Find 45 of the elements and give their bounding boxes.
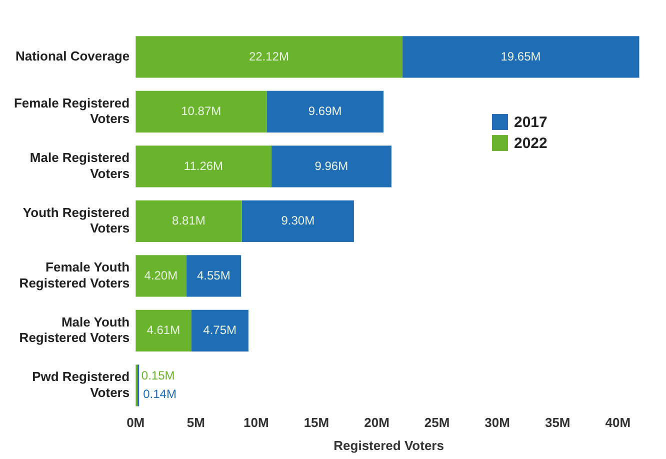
- bar: [136, 255, 186, 297]
- data-label: 4.20M: [144, 268, 178, 282]
- bar: [136, 310, 192, 352]
- x-tick-label: 40M: [605, 415, 631, 430]
- data-label: 0.15M: [141, 368, 175, 383]
- bar: [136, 36, 402, 78]
- bar: [266, 90, 384, 133]
- data-label: 4.55M: [196, 268, 230, 282]
- data-label: 19.65M: [500, 49, 541, 64]
- y-tick-label: Male Registered Voters: [30, 150, 130, 181]
- y-tick-label: Male Youth Registered Voters: [19, 314, 130, 346]
- y-tick-label: Pwd Registered Voters: [32, 369, 130, 400]
- x-axis-title: Registered Voters: [334, 438, 444, 453]
- x-tick-label: 30M: [484, 415, 510, 430]
- bar: [186, 255, 242, 297]
- data-label: 9.30M: [281, 214, 315, 228]
- y-tick-label: National Coverage: [15, 48, 130, 64]
- legend-label: 2022: [514, 134, 548, 152]
- bar: [191, 310, 248, 352]
- y-tick-label: Youth Registered Voters: [22, 204, 130, 236]
- x-tick-label: 5M: [186, 415, 205, 430]
- bar: [402, 36, 640, 78]
- data-label: 0.14M: [143, 386, 176, 401]
- x-tick-label: 25M: [424, 415, 450, 430]
- data-label: 22.12M: [248, 49, 289, 64]
- x-tick-label: 10M: [244, 415, 269, 430]
- data-label: 8.81M: [172, 214, 206, 228]
- data-label: 4.61M: [146, 323, 180, 337]
- bar: [136, 200, 242, 242]
- x-tick-label: 0M: [126, 415, 145, 430]
- bar: [271, 146, 392, 188]
- bar: [242, 200, 354, 242]
- x-tick-label: 35M: [544, 415, 570, 430]
- data-label: 4.75M: [203, 323, 236, 337]
- data-label: 10.87M: [181, 104, 222, 118]
- data-label: 9.69M: [308, 104, 342, 118]
- y-tick-label: Female Registered Voters: [14, 95, 130, 126]
- x-tick-label: 15M: [304, 415, 330, 430]
- data-label: 9.96M: [314, 158, 348, 173]
- x-tick-label: 20M: [364, 415, 390, 430]
- data-label: 11.26M: [184, 158, 224, 173]
- bar: [136, 146, 272, 188]
- bar: [136, 90, 267, 133]
- y-tick-label: Female Youth Registered Voters: [19, 260, 130, 290]
- legend-label: 2017: [514, 114, 548, 131]
